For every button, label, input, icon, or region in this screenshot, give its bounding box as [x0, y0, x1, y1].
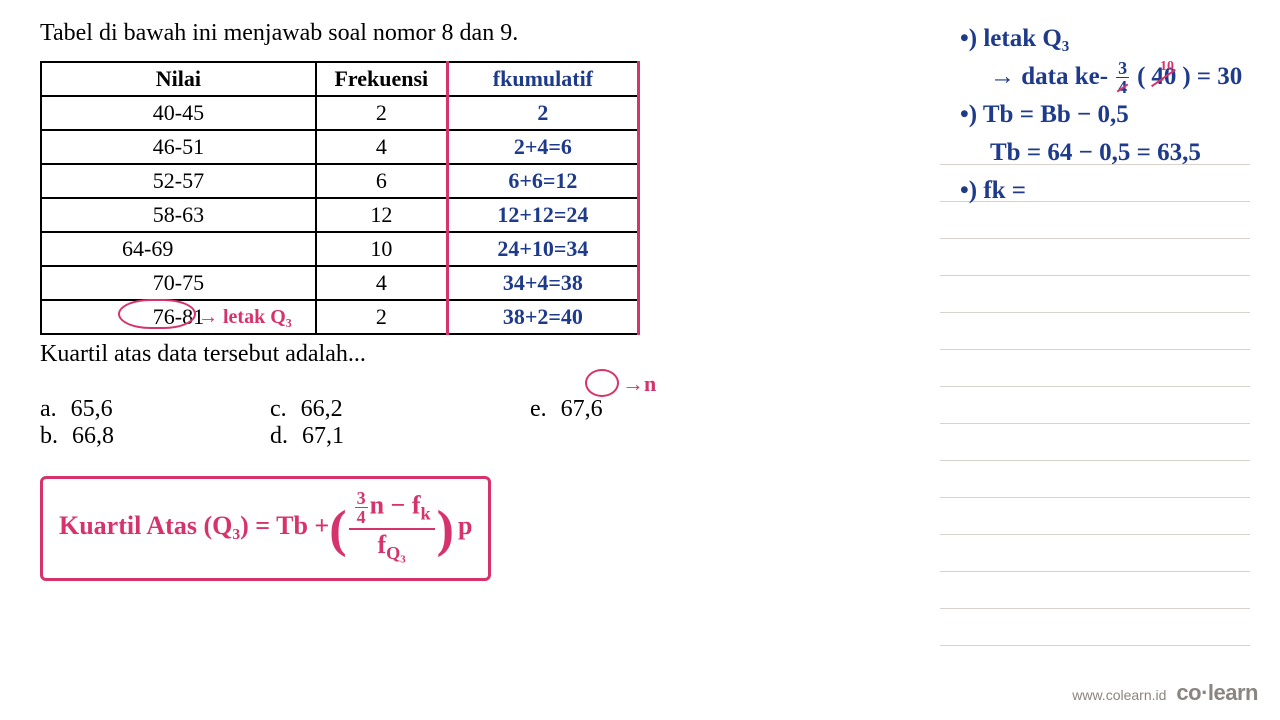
num-rest: n − f [370, 490, 421, 519]
handwritten-notes: •) letak Q₃ → data ke- 3 4 (40) = 30 10 … [960, 20, 1270, 210]
formula-fraction: 3 4 n − fk fQ₃ [349, 489, 435, 562]
arrow-annotation-n: →n [622, 371, 656, 397]
formula-quartile: Kuartil Atas (Q₃) = Tb + ( 3 4 n − fk fQ… [40, 476, 491, 581]
col-header-nilai: Nilai [41, 62, 316, 96]
option-value: 67,6 [561, 396, 603, 423]
paren-close-icon: ) [1182, 58, 1190, 96]
watermark-url: www.colearn.id [1072, 687, 1166, 703]
note-line-5: •) fk = [960, 172, 1270, 210]
note-result: = 30 [1197, 58, 1243, 96]
cell-freq: 6 [316, 164, 447, 198]
option-value: 66,8 [72, 423, 114, 450]
cell-freq: 2 [316, 96, 447, 130]
option-b: b. 66,8 [40, 423, 270, 450]
cell-nilai: 70-75 [41, 266, 316, 300]
cell-freq: 4 [316, 130, 447, 164]
cell-nilai: 46-51 [41, 130, 316, 164]
option-e: e. 67,6 [530, 396, 730, 423]
option-letter: e. [530, 396, 547, 423]
cell-nilai: 58-63 [41, 198, 316, 232]
formula-lead: Kuartil Atas (Q₃) = Tb + [59, 511, 329, 541]
table-row: 52-57 6 6+6=12 [41, 164, 639, 198]
paren-open-icon: ( [1137, 58, 1145, 96]
cell-cum: 24+10=34 [447, 232, 638, 266]
ruled-lines [940, 128, 1250, 680]
num-sub: k [421, 504, 431, 524]
table-row: 58-63 12 12+12=24 [41, 198, 639, 232]
note-line-4: Tb = 64 − 0,5 = 63,5 [960, 134, 1270, 172]
cell-nilai: 52-57 [41, 164, 316, 198]
table-row: 40-45 2 2 [41, 96, 639, 130]
cell-nilai: 40-45 [41, 96, 316, 130]
frac-den-f: f [377, 530, 386, 559]
table-row: 64-69 10 24+10=34 [41, 232, 639, 266]
note-fraction: 3 4 [1116, 59, 1129, 96]
option-letter: d. [270, 423, 288, 450]
question-text: Kuartil atas data tersebut adalah... [40, 341, 940, 368]
cell-freq: 2 [316, 300, 447, 334]
cell-nilai: 64-69 [41, 232, 316, 266]
note-line-3: •) Tb = Bb − 0,5 [960, 96, 1270, 134]
table-row: 46-51 4 2+4=6 [41, 130, 639, 164]
notes-panel: •) letak Q₃ → data ke- 3 4 (40) = 30 10 … [940, 20, 1270, 720]
problem-panel: Tabel di bawah ini menjawab soal nomor 8… [40, 20, 940, 720]
option-letter: b. [40, 423, 58, 450]
option-c: c. 66,2 [270, 396, 530, 423]
col-header-frekuensi: Frekuensi [316, 62, 447, 96]
answer-options: a. 65,6 c. 66,2 e. 67,6 b. 66,8 d. [40, 396, 940, 450]
note-line-1: •) letak Q₃ [960, 20, 1270, 58]
table-row: 76-81 2 38+2=40 [41, 300, 639, 334]
option-letter: c. [270, 396, 287, 423]
instruction-text: Tabel di bawah ini menjawab soal nomor 8… [40, 20, 940, 47]
col-header-cumulative: fkumulatif [447, 62, 638, 96]
watermark-brand: co·learn [1176, 680, 1258, 706]
arrow-annotation-q3: → letak Q₃ [198, 306, 292, 329]
frac-den-cancel: 4 [1118, 78, 1127, 96]
note-lead: → data ke- [990, 58, 1108, 96]
table-row: 70-75 4 34+4=38 [41, 266, 639, 300]
frac-den: 4 [355, 508, 368, 526]
cell-cum: 38+2=40 [447, 300, 638, 334]
option-d: d. 67,1 [270, 423, 530, 450]
watermark: www.colearn.id co·learn [1072, 680, 1258, 706]
cell-cum: 2+4=6 [447, 130, 638, 164]
cell-freq: 4 [316, 266, 447, 300]
cell-cum: 12+12=24 [447, 198, 638, 232]
option-value: 66,2 [301, 396, 343, 423]
inner-fraction: 3 4 [355, 489, 368, 526]
option-value: 65,6 [71, 396, 113, 423]
cell-freq: 12 [316, 198, 447, 232]
cell-cum: 34+4=38 [447, 266, 638, 300]
overscript-10: 10 [1160, 48, 1174, 86]
option-a: a. 65,6 [40, 396, 270, 423]
circle-annotation-n [585, 369, 619, 397]
frac-num: 3 [1116, 59, 1129, 78]
cell-freq: 10 [316, 232, 447, 266]
option-value: 67,1 [302, 423, 344, 450]
note-line-2: → data ke- 3 4 (40) = 30 10 [960, 58, 1270, 96]
frac-num: 3 [355, 489, 368, 508]
cell-cum: 6+6=12 [447, 164, 638, 198]
formula-trail: p [458, 511, 472, 541]
option-letter: a. [40, 396, 57, 423]
cell-nilai-val: 64-69 [122, 236, 173, 261]
cell-cum: 2 [447, 96, 638, 130]
frac-den-sub: Q₃ [386, 543, 406, 563]
frequency-table: Nilai Frekuensi fkumulatif 40-45 2 2 46-… [40, 61, 640, 335]
